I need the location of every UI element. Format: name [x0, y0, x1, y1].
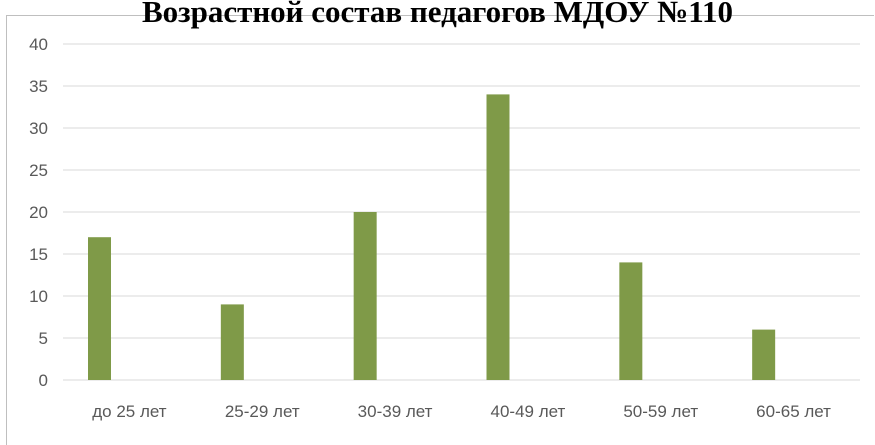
y-tick-label: 15 — [29, 245, 48, 264]
x-tick-label: 40-49 лет — [491, 402, 566, 421]
bar — [220, 304, 244, 380]
y-tick-label: 0 — [39, 371, 48, 390]
y-tick-label: 40 — [29, 35, 48, 54]
y-tick-label: 20 — [29, 203, 48, 222]
y-tick-label: 30 — [29, 119, 48, 138]
chart-frame — [6, 15, 874, 445]
x-tick-label: 60-65 лет — [756, 402, 831, 421]
bar-chart: 0 5 10 15 20 25 30 35 40 до 25 лет 25-29 лет 30-39… — [29, 35, 860, 421]
y-axis-ticks: 0 5 10 15 20 25 30 35 40 — [29, 35, 48, 390]
bars — [88, 94, 776, 381]
x-tick-label: 30-39 лет — [358, 402, 433, 421]
chart-title: Возрастной состав педагогов МДОУ №110 — [141, 0, 734, 29]
bar — [486, 94, 510, 381]
y-tick-label: 5 — [39, 329, 48, 348]
x-axis-ticks: до 25 лет 25-29 лет 30-39 лет 40-49 лет 50-5… — [92, 402, 831, 421]
bar — [619, 262, 643, 380]
bar — [752, 329, 776, 380]
x-tick-label: 50-59 лет — [623, 402, 698, 421]
x-tick-label: 25-29 лет — [225, 402, 300, 421]
y-tick-label: 35 — [29, 77, 48, 96]
gridlines — [63, 43, 860, 381]
bar — [353, 212, 377, 380]
y-tick-label: 25 — [29, 161, 48, 180]
x-tick-label: до 25 лет — [92, 402, 167, 421]
y-tick-label: 10 — [29, 287, 48, 306]
bar — [88, 237, 111, 380]
